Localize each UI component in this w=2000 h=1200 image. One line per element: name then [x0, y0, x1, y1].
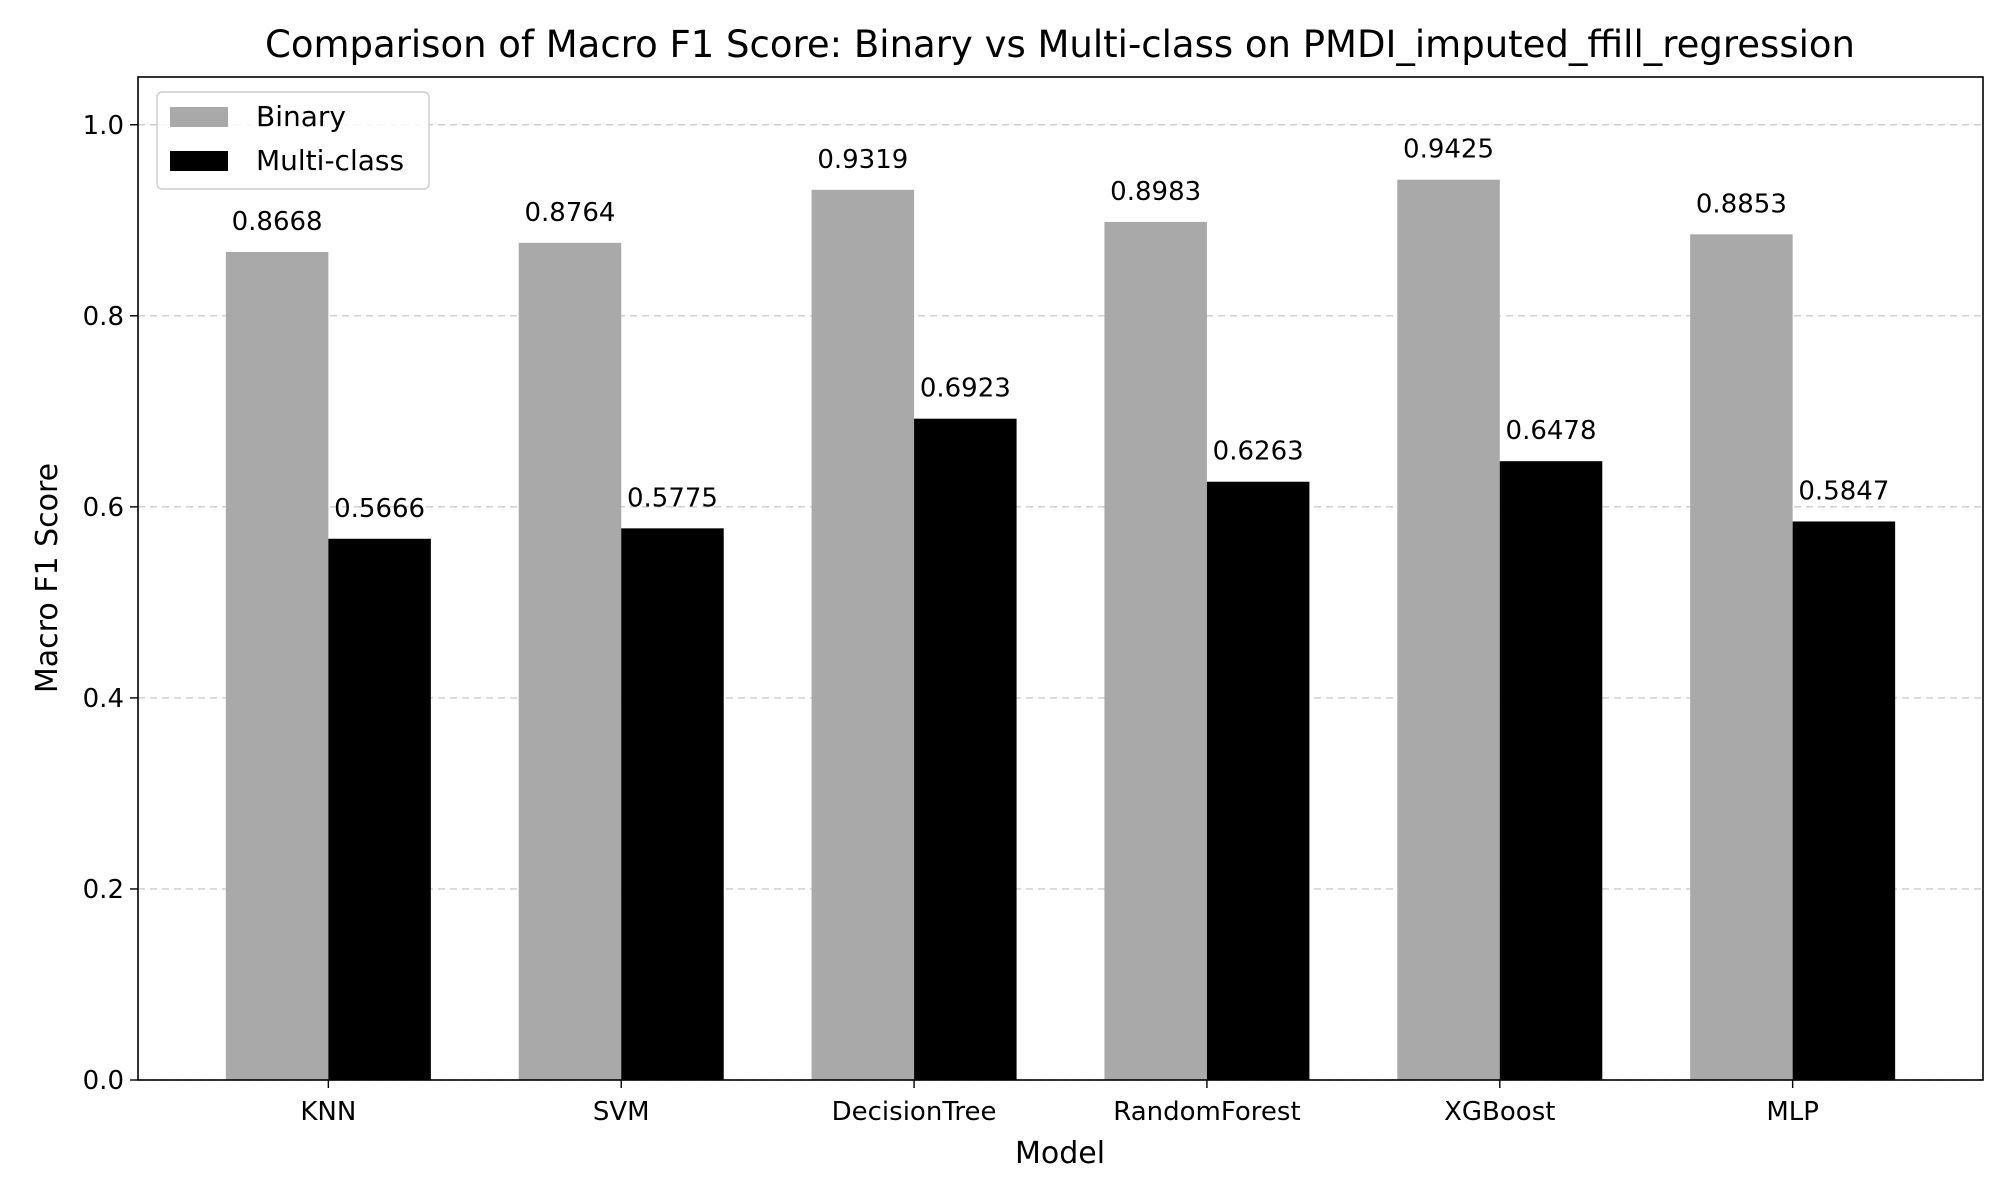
bar-multi-class-knn [328, 538, 431, 1080]
legend-label: Multi-class [256, 144, 404, 177]
bar-binary-svm [518, 242, 622, 1080]
legend-label: Binary [256, 100, 346, 133]
data-label: 0.8668 [232, 207, 323, 237]
y-axis-label: Macro F1 Score [30, 463, 65, 693]
bar-binary-xgboost [1397, 179, 1500, 1080]
data-label: 0.5666 [334, 494, 425, 524]
bar-binary-mlp [1690, 234, 1793, 1081]
axes: 0.0 0.2 0.4 0.6 0.8 1.0 KNN SVM DecisionTree Rand… [83, 76, 1984, 1127]
data-label: 0.9319 [817, 145, 908, 175]
bars [225, 179, 1896, 1081]
data-label: 0.8853 [1696, 189, 1787, 219]
y-tick-label: 1.0 [83, 111, 124, 141]
data-label: 0.8983 [1110, 177, 1201, 207]
y-tick-label: 0.4 [83, 684, 124, 714]
chart-title: Comparison of Macro F1 Score: Binary vs … [265, 23, 1855, 66]
data-label: 0.5847 [1798, 476, 1889, 506]
data-label: 0.6923 [920, 374, 1011, 404]
data-label: 0.6263 [1213, 437, 1304, 467]
legend-swatch [170, 107, 228, 127]
y-tick-label: 0.0 [83, 1066, 124, 1096]
x-tick-label: XGBoost [1444, 1097, 1555, 1127]
x-tick-label: RandomForest [1113, 1097, 1300, 1127]
x-tick-label: DecisionTree [832, 1097, 997, 1127]
x-tick-label: SVM [593, 1097, 650, 1127]
bar-binary-knn [225, 251, 329, 1080]
bar-binary-decisiontree [811, 189, 915, 1081]
bar-multi-class-svm [621, 528, 724, 1080]
bar-multi-class-randomforest [1206, 481, 1310, 1080]
legend: Binary Multi-class [156, 91, 430, 190]
data-label: 0.5775 [627, 483, 718, 513]
plot-frame [137, 76, 1984, 1081]
y-tick-label: 0.6 [83, 493, 124, 523]
data-labels: 0.8668 0.5666 0.8764 0.5775 0.9319 0.6923 0.89… [232, 135, 1890, 524]
y-tick-label: 0.8 [83, 302, 124, 332]
legend-swatch [170, 151, 228, 171]
x-tick-label: MLP [1766, 1097, 1819, 1127]
bar-multi-class-decisiontree [914, 418, 1017, 1080]
bar-multi-class-mlp [1792, 521, 1896, 1080]
bar-multi-class-xgboost [1499, 461, 1603, 1080]
bar-binary-randomforest [1104, 221, 1207, 1081]
x-axis-label: Model [1015, 1136, 1105, 1171]
data-label: 0.9425 [1403, 135, 1494, 165]
data-label: 0.8764 [524, 198, 615, 228]
x-tick-label: KNN [300, 1097, 356, 1127]
data-label: 0.6478 [1506, 416, 1597, 446]
y-tick-label: 0.2 [83, 875, 124, 905]
